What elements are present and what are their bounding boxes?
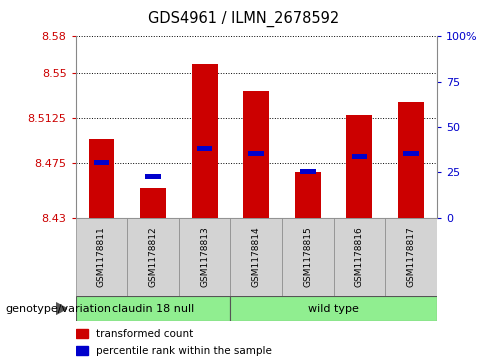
Bar bbox=[230, 218, 282, 296]
Bar bbox=[145, 174, 161, 179]
Bar bbox=[244, 91, 269, 218]
Bar bbox=[352, 154, 367, 159]
Polygon shape bbox=[56, 303, 67, 314]
Text: GDS4961 / ILMN_2678592: GDS4961 / ILMN_2678592 bbox=[148, 11, 340, 27]
Text: GSM1178811: GSM1178811 bbox=[97, 227, 106, 287]
Bar bbox=[127, 218, 179, 296]
Bar bbox=[295, 172, 321, 218]
Bar bbox=[140, 188, 166, 218]
Bar bbox=[192, 64, 218, 218]
Text: GSM1178816: GSM1178816 bbox=[355, 227, 364, 287]
Text: GSM1178815: GSM1178815 bbox=[303, 227, 312, 287]
Bar bbox=[88, 139, 114, 218]
Text: claudin 18 null: claudin 18 null bbox=[112, 303, 194, 314]
Bar bbox=[76, 296, 230, 321]
Bar bbox=[179, 218, 230, 296]
Text: GSM1178813: GSM1178813 bbox=[200, 227, 209, 287]
Bar bbox=[398, 102, 424, 218]
Text: wild type: wild type bbox=[308, 303, 359, 314]
Bar bbox=[300, 170, 316, 174]
Text: GSM1178817: GSM1178817 bbox=[407, 227, 415, 287]
Bar bbox=[76, 346, 88, 355]
Bar bbox=[94, 160, 109, 164]
Bar bbox=[403, 151, 419, 156]
Bar bbox=[248, 151, 264, 156]
Text: percentile rank within the sample: percentile rank within the sample bbox=[96, 346, 271, 356]
Bar bbox=[76, 218, 127, 296]
Bar bbox=[197, 146, 212, 151]
Bar bbox=[334, 218, 385, 296]
Text: genotype/variation: genotype/variation bbox=[5, 303, 111, 314]
Bar bbox=[385, 218, 437, 296]
Text: GSM1178814: GSM1178814 bbox=[252, 227, 261, 287]
Bar bbox=[76, 329, 88, 338]
Text: transformed count: transformed count bbox=[96, 329, 193, 339]
Bar bbox=[230, 296, 437, 321]
Bar bbox=[346, 115, 372, 218]
Bar bbox=[282, 218, 334, 296]
Text: GSM1178812: GSM1178812 bbox=[148, 227, 158, 287]
